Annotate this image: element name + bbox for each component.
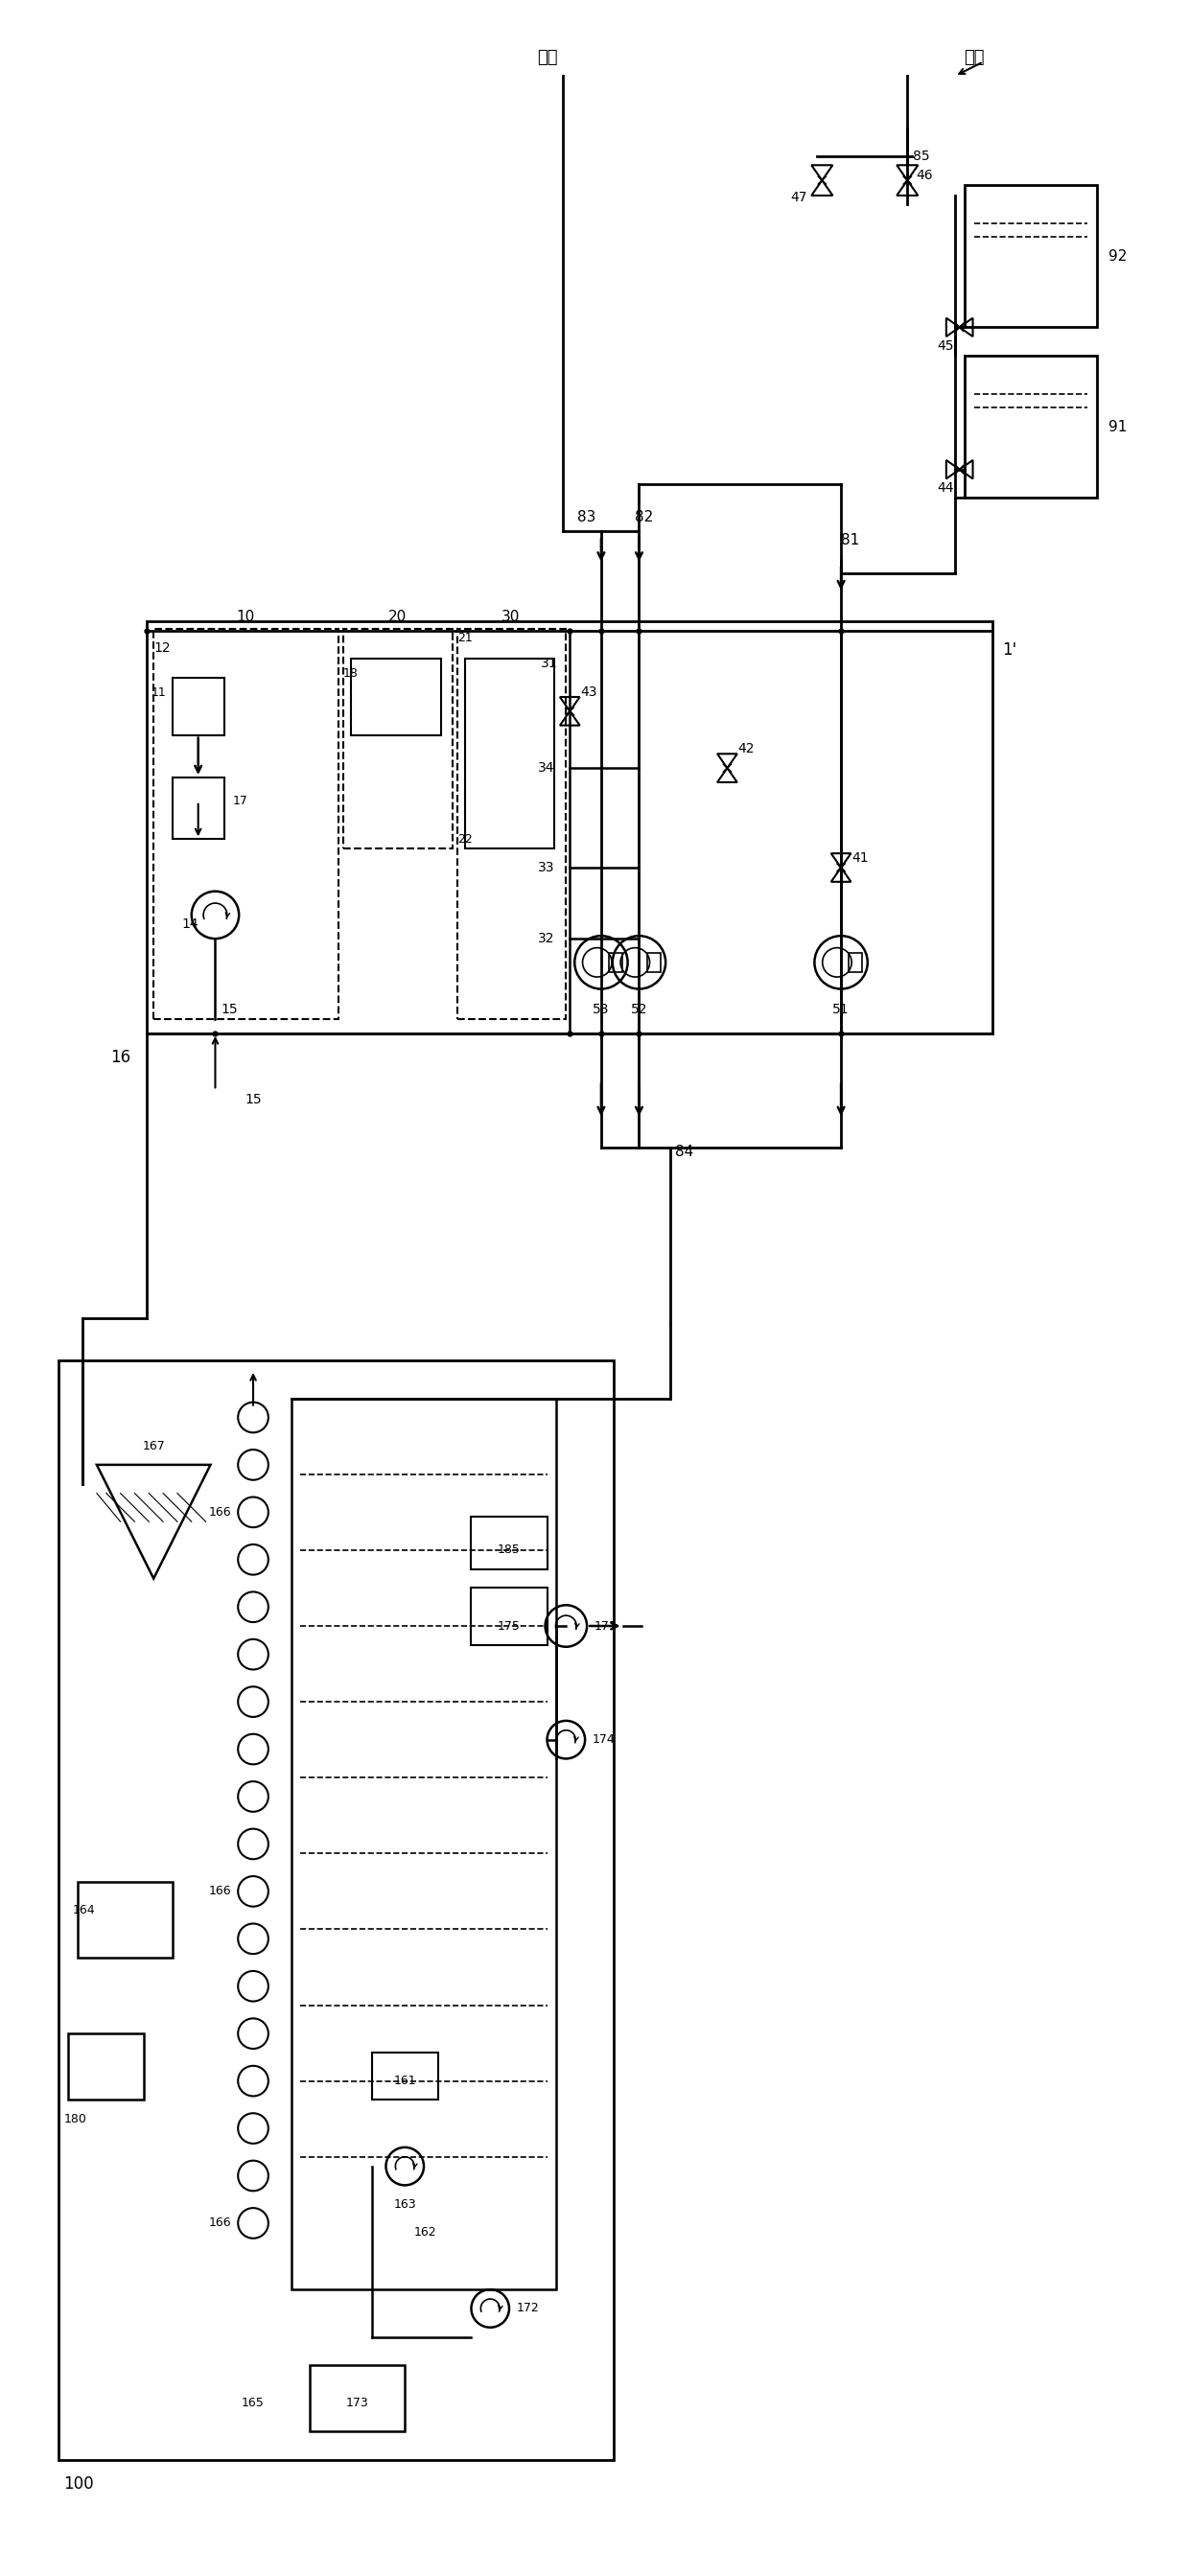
Text: 81: 81 <box>842 533 860 549</box>
Text: 175: 175 <box>498 1620 521 1633</box>
Text: 100: 100 <box>63 2476 94 2494</box>
Text: 11: 11 <box>151 685 166 698</box>
Bar <box>344 629 452 848</box>
Bar <box>964 185 1097 327</box>
Text: 167: 167 <box>143 1440 165 1453</box>
Bar <box>68 2032 144 2099</box>
Text: 174: 174 <box>592 1734 616 1747</box>
Bar <box>351 659 441 734</box>
Text: 166: 166 <box>208 2218 232 2228</box>
Text: 15: 15 <box>221 1002 238 1018</box>
Bar <box>172 677 225 734</box>
Text: 纯水: 纯水 <box>536 49 558 67</box>
Bar <box>609 953 622 971</box>
Text: 173: 173 <box>346 2398 369 2409</box>
Text: 82: 82 <box>635 510 653 523</box>
Text: 83: 83 <box>578 510 596 523</box>
Text: 85: 85 <box>913 149 930 162</box>
Text: 164: 164 <box>73 1904 95 1917</box>
Text: 33: 33 <box>537 860 554 873</box>
Text: 31: 31 <box>541 657 558 670</box>
Text: 91: 91 <box>1108 420 1127 433</box>
Bar <box>291 1399 556 2290</box>
Bar <box>465 659 555 848</box>
Text: 41: 41 <box>851 853 868 866</box>
Bar <box>471 1517 547 1569</box>
Bar <box>372 2053 438 2099</box>
Text: 163: 163 <box>394 2197 416 2210</box>
Text: 14: 14 <box>181 917 199 930</box>
Bar <box>964 355 1097 497</box>
Bar <box>849 953 862 971</box>
Bar <box>647 953 660 971</box>
Bar <box>310 2365 405 2432</box>
Text: 171: 171 <box>594 1620 617 1633</box>
Text: 172: 172 <box>517 2303 540 2316</box>
Text: 162: 162 <box>414 2226 438 2239</box>
Text: 43: 43 <box>580 685 597 698</box>
Text: 17: 17 <box>232 796 247 806</box>
Text: 51: 51 <box>832 1002 849 1018</box>
Text: 166: 166 <box>208 1886 232 1899</box>
Text: 42: 42 <box>738 742 755 755</box>
Text: 10: 10 <box>237 611 254 623</box>
Text: 52: 52 <box>630 1002 648 1018</box>
Bar <box>471 1587 547 1646</box>
Text: 84: 84 <box>675 1144 694 1159</box>
Bar <box>172 778 225 840</box>
Text: 165: 165 <box>241 2398 265 2409</box>
Text: 20: 20 <box>388 611 407 623</box>
Text: 92: 92 <box>1108 250 1127 263</box>
Text: 32: 32 <box>537 933 554 945</box>
Text: 180: 180 <box>63 2112 87 2125</box>
Text: 22: 22 <box>458 832 473 845</box>
Text: 166: 166 <box>208 1507 232 1517</box>
Bar <box>77 1883 172 1958</box>
Text: 161: 161 <box>394 2074 416 2087</box>
Text: 12: 12 <box>153 641 170 654</box>
Text: 18: 18 <box>344 667 358 680</box>
Text: 15: 15 <box>245 1092 262 1108</box>
Text: 34: 34 <box>537 762 554 775</box>
Bar <box>457 629 566 1020</box>
Text: 185: 185 <box>498 1543 521 1556</box>
Text: 47: 47 <box>789 191 807 204</box>
Bar <box>147 621 993 1033</box>
Text: 44: 44 <box>937 482 954 495</box>
Text: 46: 46 <box>916 170 933 183</box>
Text: 1': 1' <box>1002 641 1017 659</box>
Text: 53: 53 <box>593 1002 610 1018</box>
Bar <box>58 1360 614 2460</box>
Bar <box>153 629 339 1020</box>
Text: 21: 21 <box>458 631 473 644</box>
Text: 蒸气: 蒸气 <box>963 49 984 67</box>
Text: 30: 30 <box>502 611 521 623</box>
Text: 16: 16 <box>111 1048 131 1066</box>
Text: 45: 45 <box>937 340 954 353</box>
